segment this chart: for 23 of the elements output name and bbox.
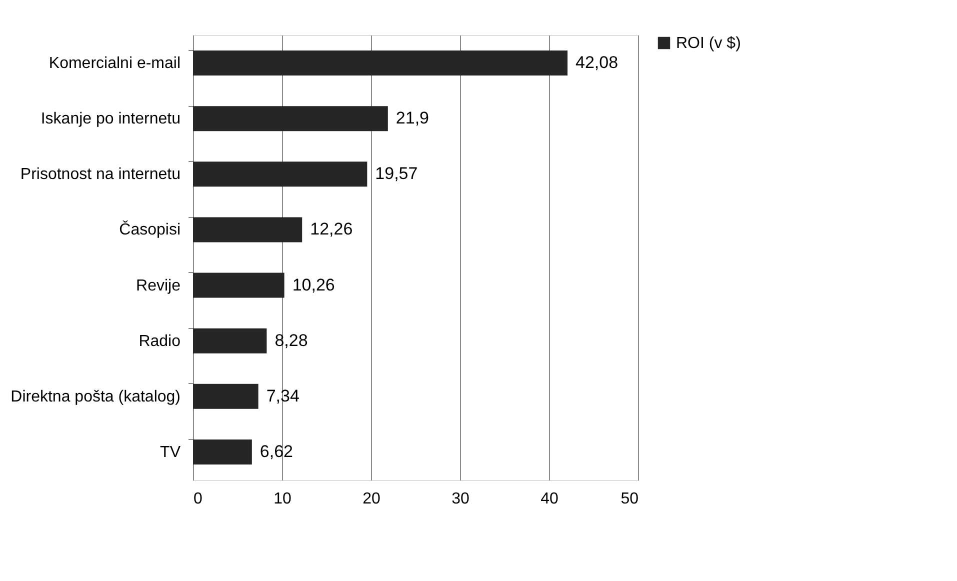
y-tick-label: Prisotnost na internetu (20, 166, 180, 184)
x-tick-label: 50 (620, 490, 639, 508)
y-tick-label: Časopisi (119, 220, 180, 239)
text: 8,28 (274, 330, 308, 350)
y-tick-label: Revije (136, 277, 181, 294)
x-tick-label: 40 (540, 490, 558, 508)
text: 12,26 (310, 220, 353, 239)
x-tick-label: 20 (362, 490, 380, 508)
text: 19,57 (375, 164, 418, 184)
y-tick-label: Radio (138, 332, 181, 350)
text: 10,26 (292, 275, 335, 294)
y-tick-label: TV (160, 444, 181, 461)
x-tick-label: 30 (452, 490, 470, 508)
y-tick-label: Iskanje po internetu (40, 110, 180, 128)
text: 6,62 (260, 442, 294, 461)
x-tick-label: 0 (194, 490, 202, 508)
legend-label: ROI (v $) (676, 35, 741, 52)
y-tick-label: Komercialni e-mail (48, 55, 180, 72)
text: 21,9 (396, 108, 430, 128)
text: 42,08 (576, 53, 618, 72)
y-tick-label: Direktna pošta (katalog) (10, 388, 180, 406)
x-tick-label: 10 (274, 490, 292, 508)
text: 7,34 (266, 386, 300, 406)
